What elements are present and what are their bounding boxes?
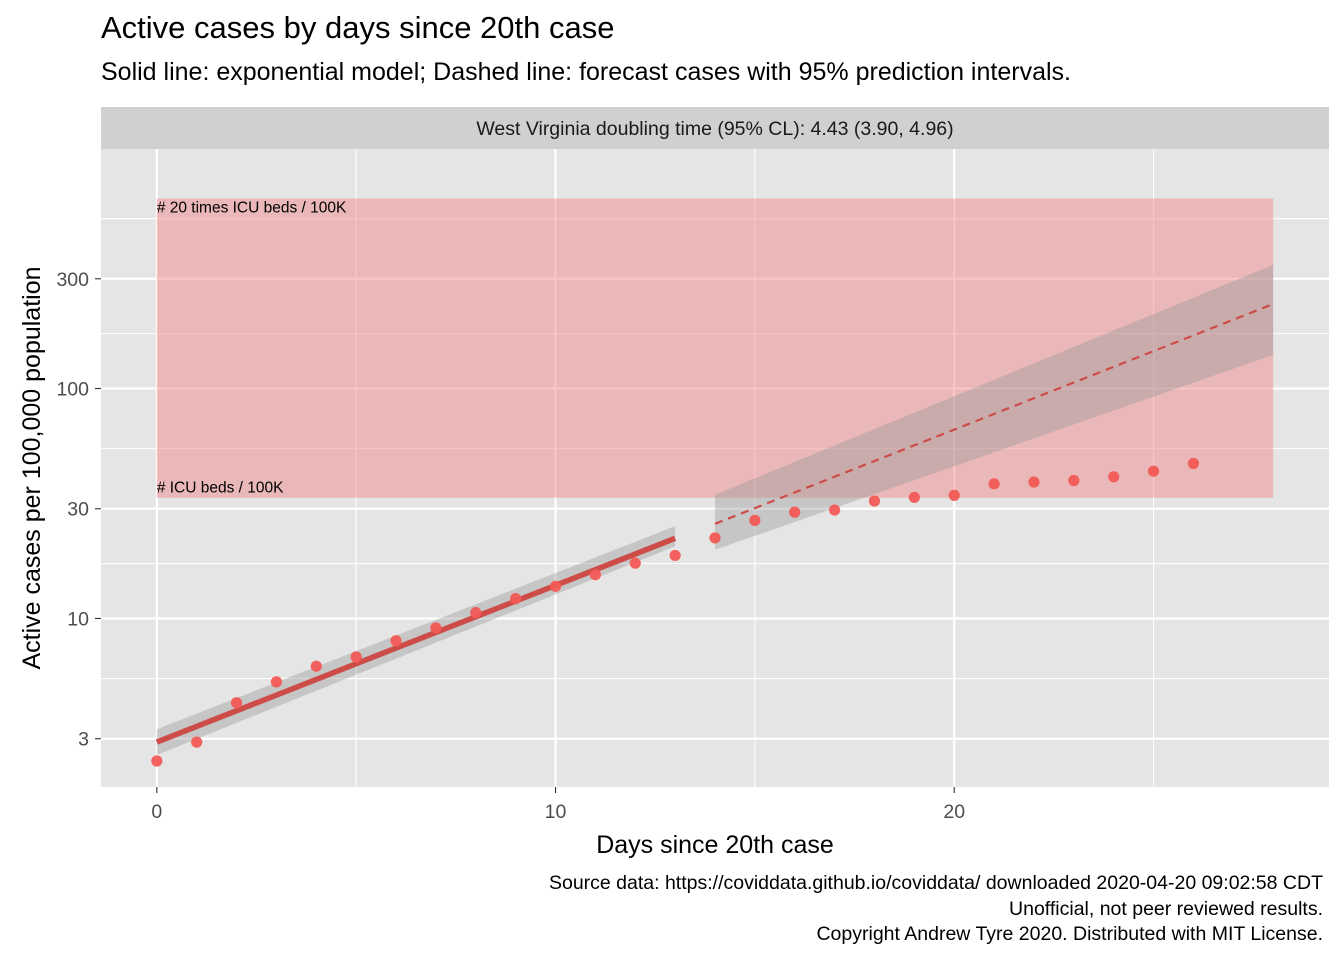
data-point — [589, 569, 601, 581]
x-tick-label: 0 — [151, 801, 162, 823]
data-point — [310, 660, 322, 672]
chart-subtitle: Solid line: exponential model; Dashed li… — [101, 58, 1071, 86]
data-point — [151, 755, 163, 767]
x-tick-label: 20 — [943, 801, 965, 823]
data-point — [948, 489, 960, 501]
caption-source: Source data: https://coviddata.github.io… — [548, 872, 1323, 894]
data-point — [988, 478, 1000, 490]
icu-band-label-high: # 20 times ICU beds / 100K — [157, 200, 347, 217]
plot-marks: # 20 times ICU beds / 100K # ICU beds / 1… — [151, 198, 1274, 767]
data-point — [908, 491, 920, 504]
data-point — [868, 495, 881, 507]
y-tick-label: 100 — [56, 378, 89, 400]
icu-band-label-low: # ICU beds / 100K — [157, 480, 284, 497]
data-point — [1068, 474, 1080, 487]
chart-title: Active cases by days since 20th case — [101, 10, 615, 45]
data-point — [470, 607, 482, 619]
data-point — [1187, 457, 1200, 470]
data-point — [390, 635, 402, 647]
data-point — [430, 622, 442, 634]
data-point — [629, 557, 641, 569]
facet-label: West Virginia doubling time (95% CL): 4.… — [476, 118, 953, 140]
data-point — [749, 514, 761, 526]
minor-gridlines — [101, 149, 1329, 787]
data-point — [709, 532, 721, 544]
data-point — [191, 736, 203, 748]
exponential-fit-line — [155, 535, 677, 745]
y-axis-title: Active cases per 100,000 population — [18, 266, 46, 669]
y-tick-label: 3 — [78, 729, 89, 751]
data-point — [350, 651, 362, 663]
x-tick-label: 10 — [545, 801, 567, 823]
caption-copyright: Copyright Andrew Tyre 2020. Distributed … — [816, 923, 1323, 945]
axes: 0 10 20 3 10 30 100 300 — [56, 269, 965, 823]
data-point — [669, 549, 681, 562]
y-tick-label: 10 — [67, 608, 89, 630]
facet-strip — [101, 107, 1329, 149]
y-tick-label: 30 — [67, 499, 89, 521]
forecast-prediction-ribbon — [715, 264, 1274, 550]
data-point — [1147, 465, 1160, 477]
data-point — [270, 676, 283, 688]
icu-capacity-band — [156, 198, 1274, 498]
data-point — [1108, 471, 1120, 483]
data-point — [549, 580, 562, 592]
x-axis-title: Days since 20th case — [596, 831, 834, 859]
caption-disclaimer: Unofficial, not peer reviewed results. — [1009, 898, 1323, 920]
forecast-line — [714, 302, 1274, 525]
y-tick-label: 300 — [56, 269, 89, 291]
data-point — [510, 593, 522, 605]
data-point — [829, 504, 841, 516]
data-point — [230, 697, 243, 709]
major-gridlines — [101, 149, 1329, 787]
data-point — [789, 506, 801, 518]
data-point — [1028, 476, 1040, 488]
